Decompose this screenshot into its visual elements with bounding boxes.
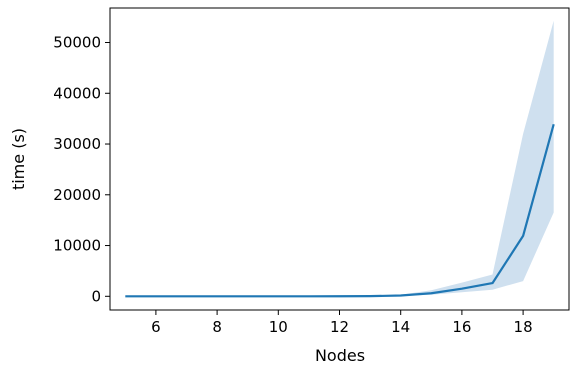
y-axis-label: time (s) (9, 128, 28, 190)
y-tick-label: 40000 (53, 84, 101, 102)
confidence-band (125, 20, 554, 297)
x-tick-label: 12 (330, 318, 349, 336)
x-axis-label: Nodes (315, 346, 365, 365)
y-tick-label: 10000 (53, 237, 101, 255)
y-tick-label: 20000 (53, 186, 101, 204)
x-tick-label: 18 (514, 318, 533, 336)
y-tick-label: 50000 (53, 34, 101, 52)
x-tick-label: 10 (269, 318, 288, 336)
x-tick-label: 14 (391, 318, 410, 336)
y-tick-label: 0 (91, 287, 101, 305)
series-line (125, 123, 555, 298)
series-line-layer (125, 123, 555, 298)
x-tick-label: 16 (452, 318, 471, 336)
y-axis-ticks: 0 10000 20000 30000 40000 50000 (53, 34, 110, 305)
x-axis-ticks: 6 8 10 12 14 16 18 (151, 310, 533, 336)
x-tick-label: 6 (151, 318, 161, 336)
y-tick-label: 30000 (53, 135, 101, 153)
confidence-band-layer (125, 20, 554, 297)
x-tick-label: 8 (212, 318, 222, 336)
